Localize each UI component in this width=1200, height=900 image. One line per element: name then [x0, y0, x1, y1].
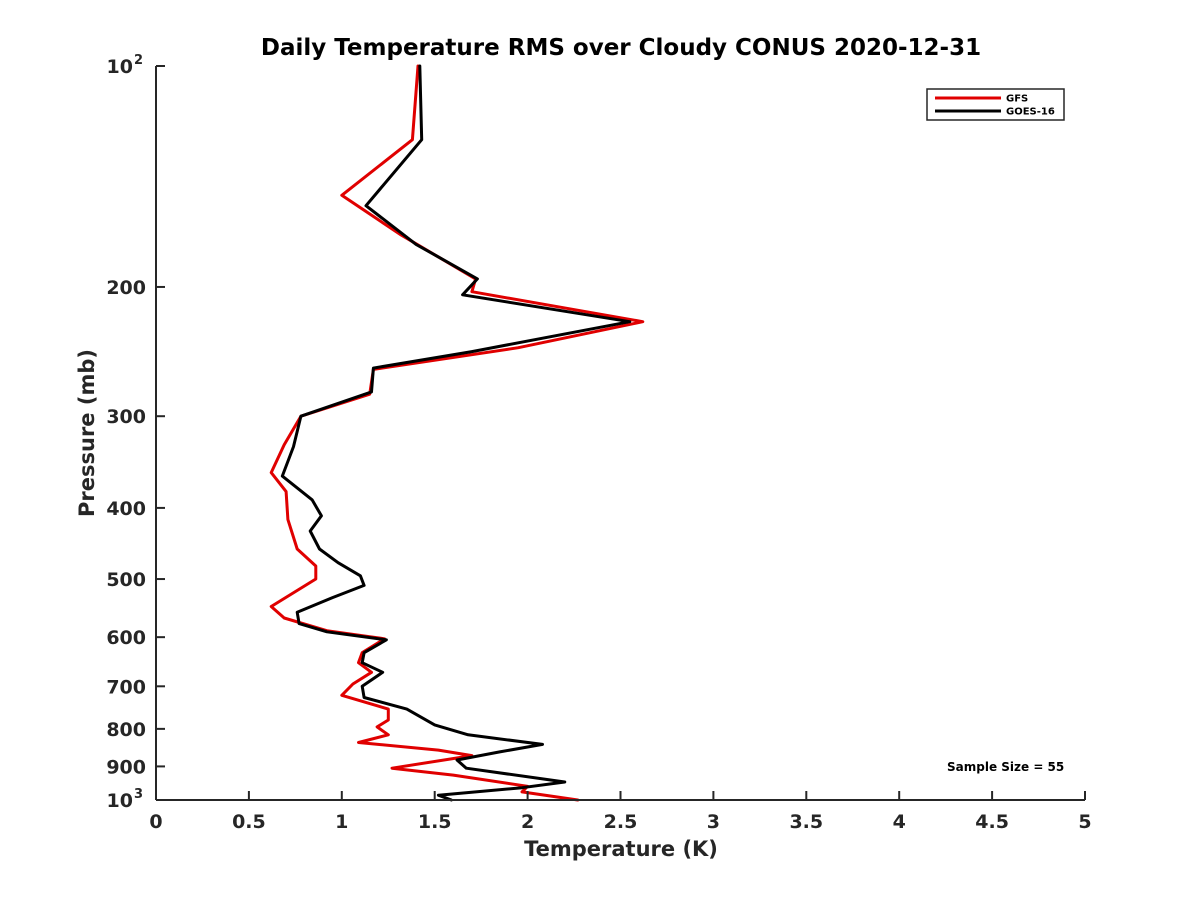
- y-tick-label: 10: [107, 56, 133, 78]
- x-tick-label: 2.5: [604, 811, 638, 833]
- x-tick-label: 2: [521, 811, 534, 833]
- x-tick-label: 3: [707, 811, 720, 833]
- x-tick-label: 3.5: [789, 811, 823, 833]
- legend-label-goes16: GOES-16: [1006, 107, 1055, 118]
- y-axis-title: Pressure (mb): [75, 349, 99, 517]
- legend-label-gfs: GFS: [1006, 94, 1028, 105]
- y-tick-exponent: 3: [134, 787, 143, 802]
- series-layer: [269, 64, 645, 802]
- y-tick-label: 400: [106, 498, 146, 520]
- legend-box: [926, 88, 1065, 121]
- chart-title: Daily Temperature RMS over Cloudy CONUS …: [261, 35, 981, 61]
- y-tick-label: 200: [106, 277, 146, 299]
- x-tick-label: 4: [893, 811, 906, 833]
- y-tick-exponent: 2: [134, 53, 143, 68]
- x-tick-label: 0: [149, 811, 162, 833]
- y-tick-label: 600: [106, 627, 146, 649]
- y-tick-label: 700: [106, 676, 146, 698]
- sample-size-annotation: Sample Size = 55: [947, 760, 1064, 774]
- series-line-gfs: [269, 64, 645, 802]
- x-tick-label: 1.5: [418, 811, 452, 833]
- y-tick-label: 300: [106, 406, 146, 428]
- y-tick-label: 800: [106, 719, 146, 741]
- y-tick-label: 10: [107, 790, 133, 812]
- y-tick-label: 900: [106, 756, 146, 778]
- x-tick-label: 0.5: [232, 811, 266, 833]
- x-tick-label: 1: [335, 811, 348, 833]
- x-tick-label: 4.5: [975, 811, 1009, 833]
- x-tick-label: 5: [1078, 811, 1091, 833]
- legend: GFS GOES-16: [926, 88, 1065, 121]
- x-axis-title: Temperature (K): [524, 837, 718, 861]
- x-ticks: 0 0.5 1 1.5 2 2.5 3 3.5 4 4.5 5: [149, 791, 1092, 833]
- series-line-goes16: [280, 64, 632, 802]
- y-tick-label: 500: [106, 569, 146, 591]
